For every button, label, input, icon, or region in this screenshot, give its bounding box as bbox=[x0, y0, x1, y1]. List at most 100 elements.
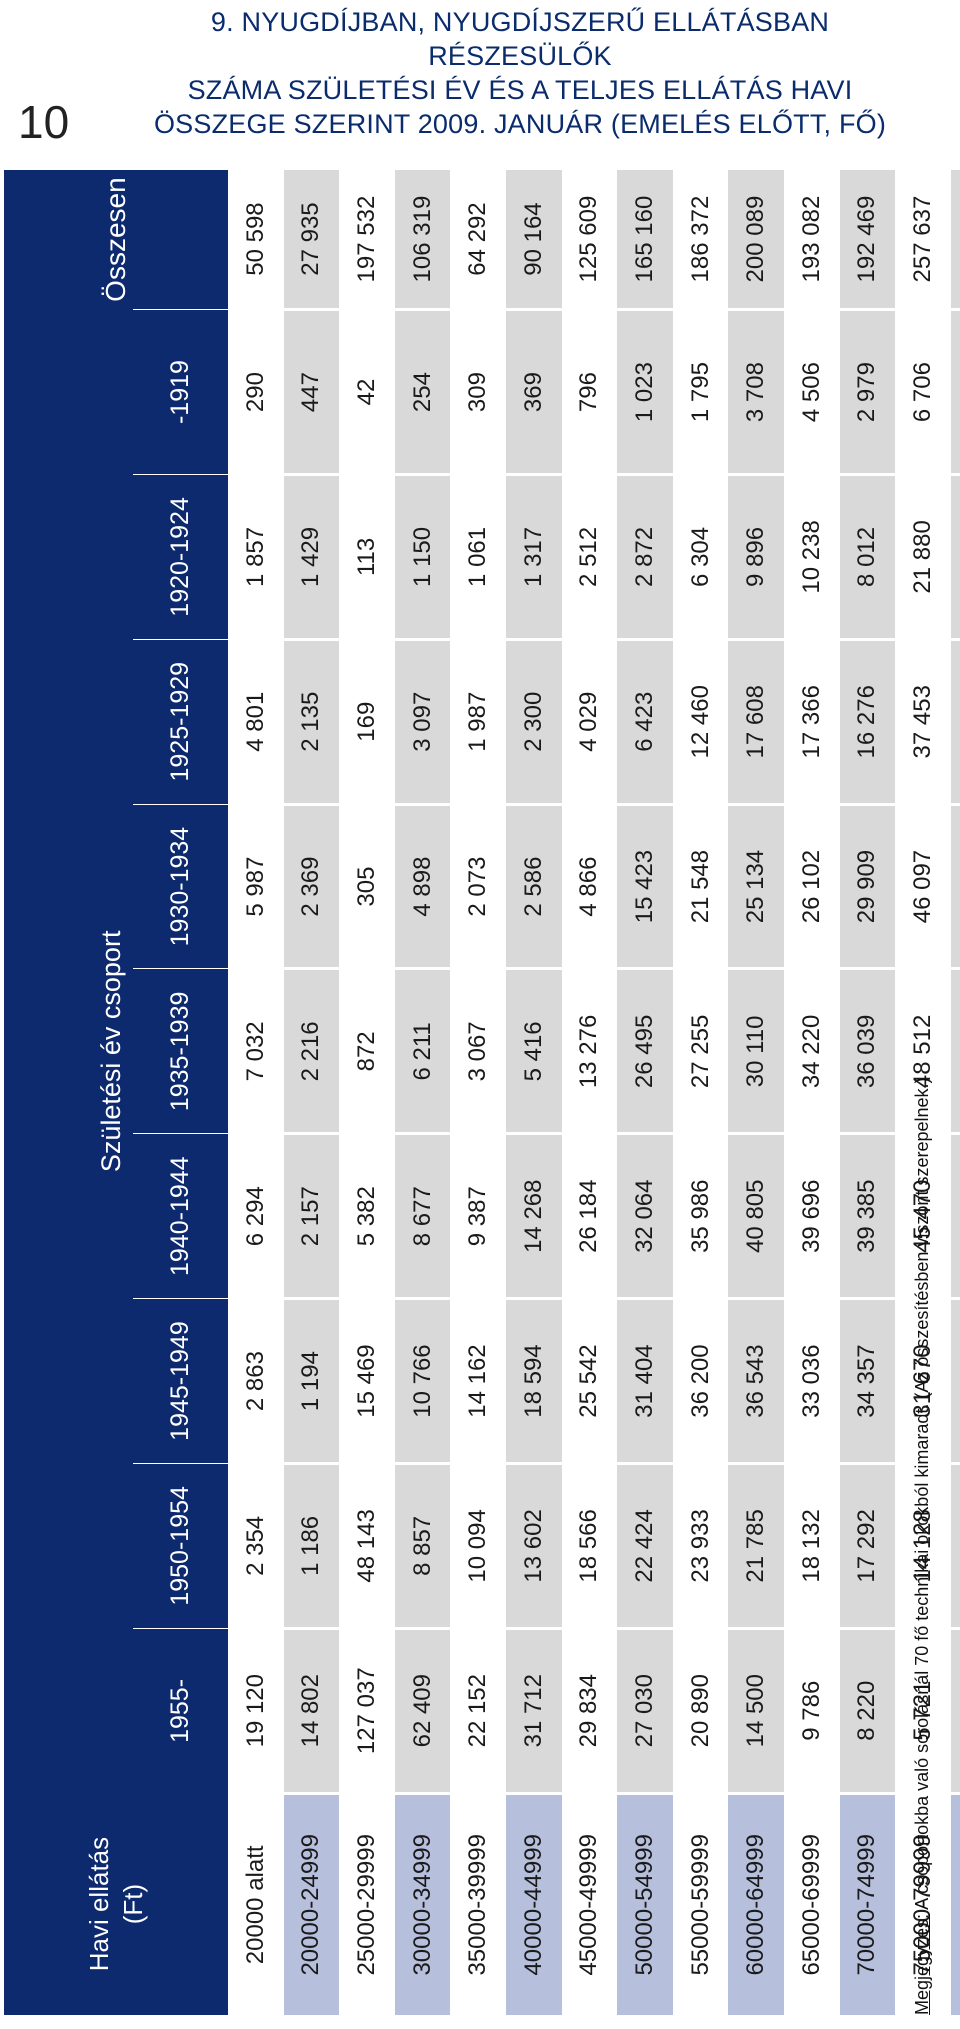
table-cell: 11 231 bbox=[950, 1463, 960, 1629]
table-cell: 4 988 bbox=[950, 309, 960, 475]
table-cell: 22 152 bbox=[450, 1628, 506, 1794]
table-cell: 17 608 bbox=[728, 639, 784, 805]
row-label: 20000 alatt bbox=[228, 1793, 284, 2015]
row-label: 65000-69999 bbox=[783, 1793, 840, 2015]
table-cell: 17 366 bbox=[783, 639, 840, 805]
table-cell: 21 548 bbox=[672, 804, 729, 969]
table-cell: 29 909 bbox=[839, 804, 896, 969]
birth-year-column-header: 1925-1929 bbox=[133, 639, 228, 805]
table-cell: 1 061 bbox=[450, 474, 506, 640]
row-label: 70000-74999 bbox=[839, 1793, 896, 2015]
table-row: 20000-24999 14 802 1 186 1 194 2 157 2 216 2 3… bbox=[283, 170, 340, 2015]
birth-year-column-header: -1919 bbox=[133, 309, 228, 475]
table-cell: 5 987 bbox=[228, 804, 284, 969]
table-cell: 42 bbox=[339, 309, 395, 475]
table-cell: 26 388 bbox=[950, 639, 960, 805]
title-line: ÖSSZEGE SZERINT 2009. JANUÁR (EMELÉS ELŐ… bbox=[153, 109, 887, 139]
birth-year-column-header: 1940-1944 bbox=[133, 1133, 228, 1299]
table-cell: 8 012 bbox=[839, 474, 896, 640]
birth-year-column-header: 1930-1934 bbox=[133, 804, 228, 969]
row-label: 30000-34999 bbox=[394, 1793, 451, 2015]
table-cell: 10 238 bbox=[783, 474, 840, 640]
table-cell: 1 317 bbox=[505, 474, 562, 640]
row-total-cell: 175 640 bbox=[950, 170, 960, 310]
table-cell: 2 216 bbox=[283, 968, 340, 1134]
table-cell: 35 986 bbox=[672, 1133, 729, 1299]
table-cell: 1 987 bbox=[450, 639, 506, 805]
table-cell: 20 890 bbox=[672, 1628, 729, 1794]
table-cell: 13 602 bbox=[505, 1463, 562, 1629]
table-cell: 872 bbox=[339, 968, 395, 1134]
table-cell: 3 097 bbox=[394, 639, 451, 805]
footnote-text: A csoportokba való sorolásnál 70 fő tech… bbox=[912, 1077, 932, 1914]
table-cell: 2 135 bbox=[283, 639, 340, 805]
table-cell: 62 409 bbox=[394, 1628, 451, 1794]
table-cell: 2 300 bbox=[505, 639, 562, 805]
table-cell: 29 761 bbox=[950, 1133, 960, 1299]
table-cell: 2 512 bbox=[561, 474, 618, 640]
table-cell: 305 bbox=[339, 804, 395, 969]
title-line: 9. NYUGDÍJBAN, NYUGDÍJSZERŰ ELLÁTÁSBAN R… bbox=[210, 7, 830, 71]
table-cell: 25 597 bbox=[950, 1298, 960, 1464]
row-total-cell: 64 292 bbox=[450, 170, 506, 310]
table-cell: 369 bbox=[505, 309, 562, 475]
table-cell: 8 677 bbox=[394, 1133, 451, 1299]
table-cell: 14 268 bbox=[505, 1133, 562, 1299]
title-line: SZÁMA SZÜLETÉSI ÉV ÉS A TELJES ELLÁTÁS H… bbox=[187, 75, 853, 105]
row-label: 20000-24999 bbox=[283, 1793, 340, 2015]
table-cell: 4 801 bbox=[228, 639, 284, 805]
table-cell: 14 500 bbox=[728, 1628, 784, 1794]
rotated-table-region: Havi ellátás (Ft) Születési év csoport Ö… bbox=[4, 170, 960, 2015]
total-column-header: Összesen bbox=[4, 170, 228, 310]
table-cell: 39 696 bbox=[783, 1133, 840, 1299]
row-total-cell: 106 319 bbox=[394, 170, 451, 310]
table-cell: 33 036 bbox=[783, 1298, 840, 1464]
table-cell: 1 857 bbox=[228, 474, 284, 640]
table-row: 55000-59999 20 890 23 933 36 200 35 986 27 25… bbox=[672, 170, 729, 2015]
table-cell: 30 110 bbox=[728, 968, 784, 1134]
table-cell: 27 030 bbox=[617, 1628, 673, 1794]
pension-table: Havi ellátás (Ft) Születési év csoport Ö… bbox=[4, 170, 960, 2015]
table-cell: 14 162 bbox=[450, 1298, 506, 1464]
table-row: 20000 alatt 19 120 2 354 2 863 6 294 7 032 5 9… bbox=[228, 170, 284, 2015]
table-cell: 5 416 bbox=[505, 968, 562, 1134]
table-cell: 10 094 bbox=[450, 1463, 506, 1629]
table-cell: 32 064 bbox=[617, 1133, 673, 1299]
table-cell: 7 032 bbox=[228, 968, 284, 1134]
table-cell: 14 802 bbox=[283, 1628, 340, 1794]
table-cell: 127 037 bbox=[339, 1628, 395, 1794]
table-row: 60000-64999 14 500 21 785 36 543 40 805 30 11… bbox=[728, 170, 784, 2015]
table-cell: 12 460 bbox=[672, 639, 729, 805]
table-cell: 1 150 bbox=[394, 474, 451, 640]
label-header-line: (Ft) bbox=[118, 1883, 148, 1925]
row-total-cell: 27 935 bbox=[283, 170, 340, 310]
table-body: 20000 alatt 19 120 2 354 2 863 6 294 7 032 5 9… bbox=[228, 170, 960, 2015]
table-cell: 36 039 bbox=[839, 968, 896, 1134]
table-cell: 10 766 bbox=[394, 1298, 451, 1464]
table-cell: 26 184 bbox=[561, 1133, 618, 1299]
table-row: 40000-44999 31 712 13 602 18 594 14 268 5 416… bbox=[505, 170, 562, 2015]
table-row: 45000-49999 29 834 18 566 25 542 26 184 13 27… bbox=[561, 170, 618, 2015]
row-total-cell: 192 469 bbox=[839, 170, 896, 310]
table-cell: 17 292 bbox=[839, 1463, 896, 1629]
row-label: 25000-29999 bbox=[339, 1793, 395, 2015]
table-cell: 9 786 bbox=[783, 1628, 840, 1794]
table-cell: 15 757 bbox=[950, 474, 960, 640]
row-total-cell: 186 372 bbox=[672, 170, 729, 310]
row-label: 35000-39999 bbox=[450, 1793, 506, 2015]
row-total-cell: 50 598 bbox=[228, 170, 284, 310]
table-cell: 36 543 bbox=[728, 1298, 784, 1464]
table-cell: 2 979 bbox=[839, 309, 896, 475]
row-total-cell: 165 160 bbox=[617, 170, 673, 310]
table-cell: 26 495 bbox=[617, 968, 673, 1134]
page-number: 10 bbox=[18, 96, 70, 148]
row-label: 50000-54999 bbox=[617, 1793, 673, 2015]
table-cell: 2 586 bbox=[505, 804, 562, 969]
table-cell: 18 594 bbox=[505, 1298, 562, 1464]
table-row: 50000-54999 27 030 22 424 31 404 32 064 26 49… bbox=[617, 170, 673, 2015]
table-cell: 18 132 bbox=[783, 1463, 840, 1629]
table-cell: 29 500 bbox=[950, 804, 960, 969]
table-cell: 15 469 bbox=[339, 1298, 395, 1464]
row-label: 40000-44999 bbox=[505, 1793, 562, 2015]
birth-year-column-header: 1955- bbox=[133, 1628, 228, 1794]
